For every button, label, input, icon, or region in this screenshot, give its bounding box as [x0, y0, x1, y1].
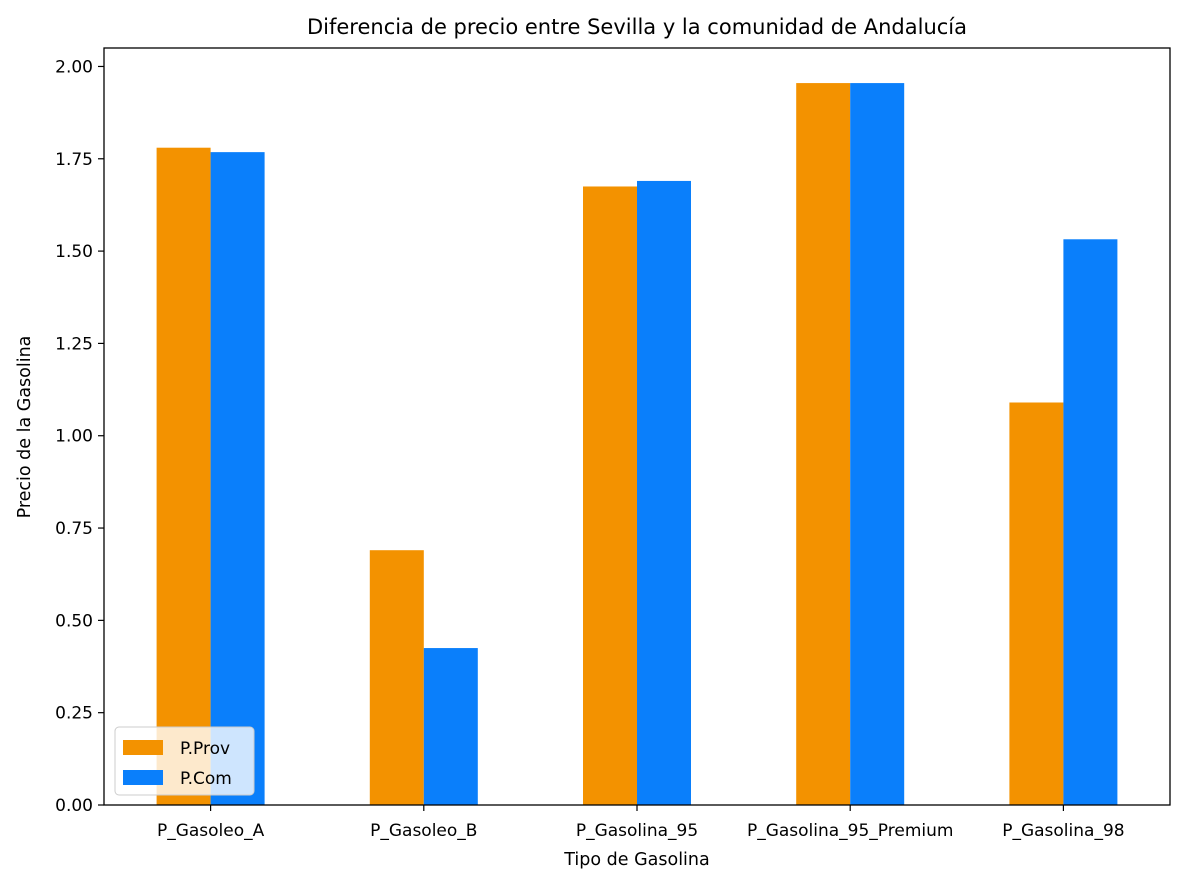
bar-p-com-p-gasolina-95	[637, 180, 691, 805]
legend-swatch-p-com	[123, 770, 163, 785]
y-tick-label: 0.25	[55, 704, 93, 724]
chart-title: Diferencia de precio entre Sevilla y la …	[307, 15, 967, 39]
x-axis-ticks: P_Gasoleo_A P_Gasoleo_B P_Gasolina_95 P_Gas…	[157, 805, 1125, 841]
legend-swatch-p-prov	[123, 740, 163, 755]
y-tick-label: 1.75	[55, 150, 93, 170]
y-tick-label: 0.00	[55, 796, 93, 816]
y-tick-label: 1.50	[55, 242, 93, 262]
bar-p-com-p-gasoleo-a	[210, 152, 265, 805]
legend-label: P.Com	[180, 769, 232, 789]
bar-p-prov-p-gasolina-98	[1009, 402, 1064, 805]
x-tick-label: P_Gasolina_98	[1002, 821, 1124, 841]
bar-p-com-p-gasolina-95-premium	[850, 83, 905, 805]
y-tick-label: 1.25	[55, 334, 93, 354]
bar-p-prov-p-gasolina-95	[583, 186, 637, 806]
x-tick-label: P_Gasoleo_A	[157, 821, 265, 841]
y-tick-label: 0.50	[55, 611, 93, 631]
x-axis-title: Tipo de Gasolina	[563, 850, 709, 870]
legend-label: P.Prov	[180, 739, 230, 759]
y-axis-title: Precio de la Gasolina	[15, 336, 35, 519]
x-tick-label: P_Gasolina_95	[576, 821, 698, 841]
y-tick-label: 2.00	[55, 57, 93, 77]
plot-frame	[103, 47, 1171, 806]
bar-p-com-p-gasoleo-b	[423, 648, 478, 805]
bar-p-prov-p-gasoleo-b	[369, 550, 424, 805]
y-axis-ticks: 0.00 0.25 0.50 0.75 1.00 1.25 1.50 1.75 2.00	[55, 57, 104, 816]
bars-group	[156, 83, 1118, 806]
bar-p-prov-p-gasoleo-a	[156, 147, 211, 805]
bar-p-com-p-gasolina-98	[1063, 239, 1118, 805]
y-tick-label: 1.00	[55, 427, 93, 447]
bar-p-prov-p-gasolina-95-premium	[796, 83, 851, 805]
x-tick-label: P_Gasolina_95_Premium	[747, 821, 954, 841]
y-tick-label: 0.75	[55, 519, 93, 539]
legend: P.Prov P.Com	[114, 726, 255, 796]
x-tick-label: P_Gasoleo_B	[370, 821, 477, 841]
